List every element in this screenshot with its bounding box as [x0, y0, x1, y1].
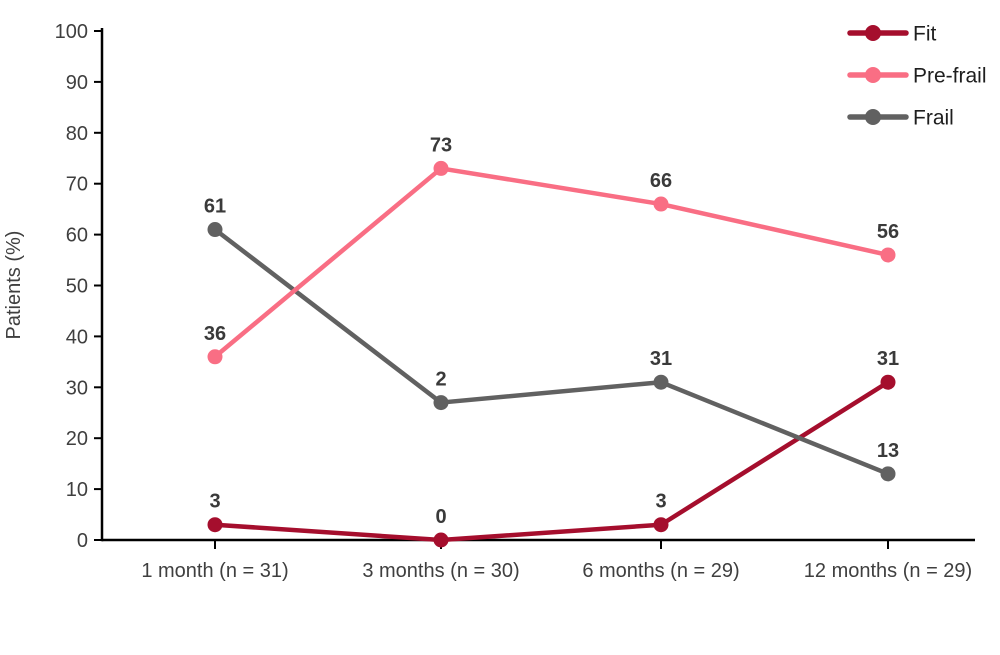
point-marker-fit — [207, 517, 223, 533]
point-marker-frail — [653, 374, 669, 390]
legend: Fit Pre-frail Frail — [847, 23, 987, 130]
legend-item-pre-frail: Pre-frail — [847, 65, 987, 88]
data-label: 3 — [655, 491, 666, 513]
point-marker-frail — [207, 222, 223, 238]
y-tick-label: 90 — [66, 72, 88, 94]
data-label: 56 — [877, 221, 899, 243]
x-tick-label: 1 month (n = 31) — [141, 560, 288, 582]
legend-marker-dot — [865, 67, 881, 83]
data-label: 31 — [650, 348, 672, 370]
point-marker-fit — [653, 517, 669, 533]
legend-label: Fit — [913, 23, 936, 46]
y-tick-label: 0 — [77, 530, 88, 552]
y-tick-label: 20 — [66, 428, 88, 450]
data-labels: 3 0 3 31 36 73 66 56 61 2 31 13 — [204, 134, 899, 528]
point-marker-frail — [433, 395, 449, 411]
legend-label: Pre-frail — [913, 65, 987, 88]
data-label: 31 — [877, 348, 899, 370]
series-line-fit — [212, 379, 891, 543]
data-label: 36 — [204, 323, 226, 345]
data-label: 2 — [435, 369, 446, 391]
y-tick-label: 80 — [66, 123, 88, 145]
point-marker-pre-frail — [653, 196, 669, 212]
y-tick-label: 50 — [66, 276, 88, 298]
series — [207, 160, 896, 548]
y-tick-label: 10 — [66, 479, 88, 501]
series-line-pre-frail — [212, 166, 891, 360]
data-label: 66 — [650, 170, 672, 192]
y-tick-label: 70 — [66, 174, 88, 196]
series-line-frail — [212, 227, 891, 477]
legend-marker-dot — [865, 25, 881, 41]
x-tick-label: 12 months (n = 29) — [804, 560, 972, 582]
point-marker-pre-frail — [207, 349, 223, 365]
data-label: 3 — [209, 491, 220, 513]
legend-marker-dot — [865, 109, 881, 125]
y-tick-label: 40 — [66, 326, 88, 348]
legend-item-fit: Fit — [847, 23, 936, 46]
x-tick-label: 6 months (n = 29) — [582, 560, 739, 582]
y-tick-label: 60 — [66, 225, 88, 247]
point-marker-pre-frail — [880, 247, 896, 263]
y-axis-title: Patients (%) — [3, 231, 25, 340]
data-label: 73 — [430, 134, 452, 156]
legend-label: Frail — [913, 107, 954, 130]
data-label: 61 — [204, 196, 226, 218]
y-tick-label: 30 — [66, 377, 88, 399]
point-marker-fit — [433, 532, 449, 548]
data-label: 0 — [435, 506, 446, 528]
point-marker-pre-frail — [433, 160, 449, 176]
x-tick-label: 3 months (n = 30) — [362, 560, 519, 582]
data-label: 13 — [877, 440, 899, 462]
point-marker-fit — [880, 374, 896, 390]
point-marker-frail — [880, 466, 896, 482]
legend-item-frail: Frail — [847, 107, 954, 130]
y-tick-label: 100 — [55, 21, 88, 43]
